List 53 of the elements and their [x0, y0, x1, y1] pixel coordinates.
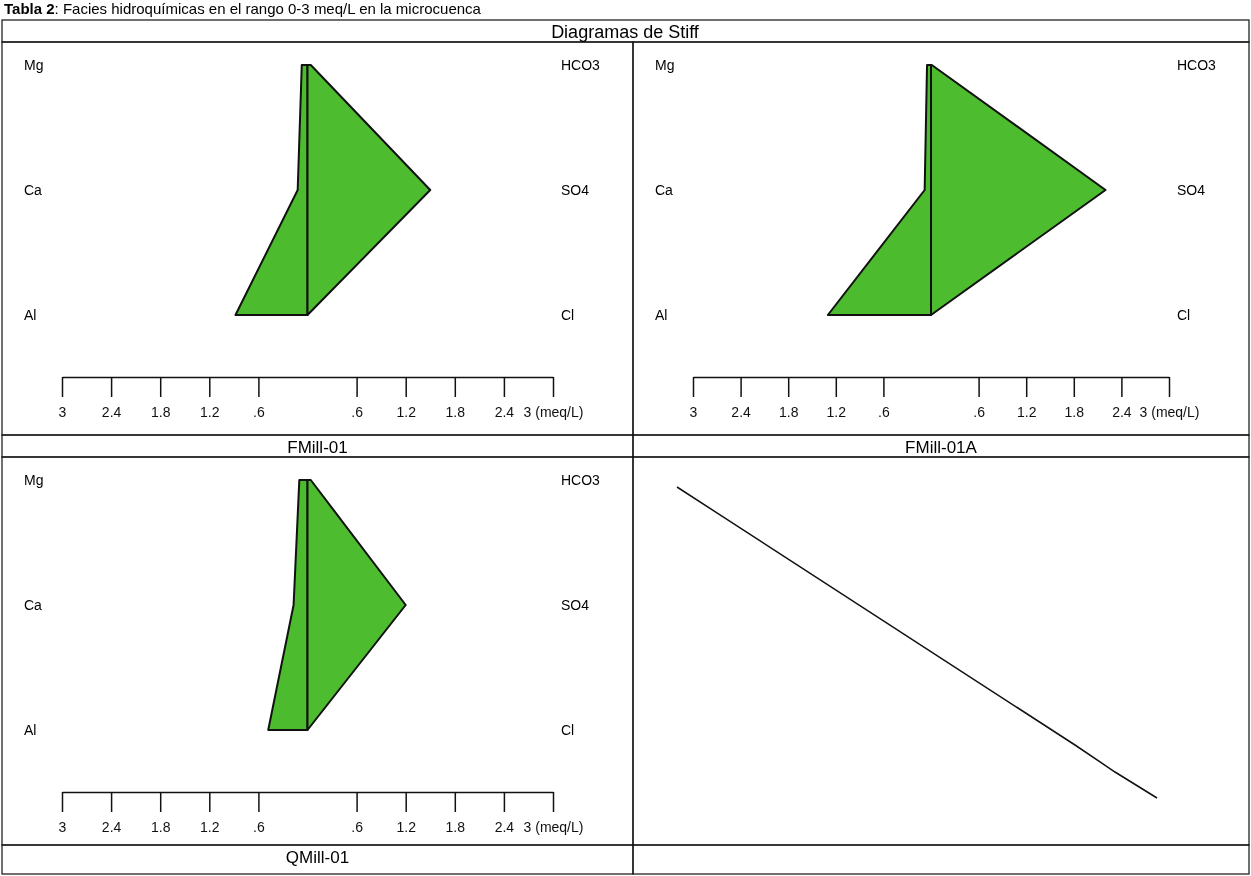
x-tick-label: 3 (meq/L) — [523, 403, 584, 420]
x-tick-label: .6 — [878, 403, 890, 420]
x-tick-label: 2.4 — [494, 403, 515, 420]
x-tick-label: 3 — [58, 818, 67, 835]
x-tick-label: 1.2 — [826, 403, 847, 420]
x-tick-label: 2.4 — [101, 818, 122, 835]
x-tick-label: 3 — [58, 403, 67, 420]
y2-tick-label: SO4 — [561, 597, 590, 613]
y-tick-label: Ca — [24, 597, 43, 613]
y-tick-label: Ca — [24, 182, 43, 198]
x-tick-label: 1.2 — [396, 403, 417, 420]
x-tick-label: 3 (meq/L) — [1139, 403, 1200, 420]
x-tick-label: 1.8 — [445, 403, 466, 420]
y-tick-label: Al — [24, 722, 37, 738]
y2-tick-label: SO4 — [1177, 182, 1206, 198]
x-tick-label: .6 — [351, 403, 364, 420]
x-tick-label: .6 — [253, 818, 265, 835]
x-tick-label: 1.2 — [396, 818, 417, 835]
x-tick-label: 2.4 — [1112, 403, 1132, 420]
x-tick-label: 1.2 — [1016, 403, 1037, 420]
y2-tick-label: SO4 — [561, 182, 590, 198]
x-axis-title: FMill-01 — [287, 438, 348, 457]
y-tick-label: Mg — [24, 57, 44, 73]
y2-tick-label: Cl — [561, 722, 575, 738]
y-tick-label: Mg — [655, 57, 675, 73]
chart-title: Tabla 2: Facies hidroquímicas en el rango 0-3 meq/L en la microcuenca — [4, 0, 482, 17]
y2-tick-label: HCO3 — [561, 472, 601, 488]
y-tick-label: Al — [655, 307, 668, 323]
y2-tick-label: Cl — [1177, 307, 1191, 323]
x-tick-label: 3 — [689, 403, 698, 420]
x-tick-label: 2.4 — [731, 403, 752, 420]
y-tick-label: Mg — [24, 472, 44, 488]
x-tick-label: 1.2 — [200, 403, 220, 420]
x-axis-title: FMill-01A — [905, 438, 978, 457]
y2-tick-label: Cl — [561, 307, 575, 323]
x-tick-label: .6 — [253, 403, 265, 420]
x-tick-label: 1.8 — [445, 818, 466, 835]
x-tick-label: 2.4 — [494, 818, 515, 835]
x-tick-label: 1.8 — [778, 403, 799, 420]
x-tick-label: .6 — [973, 403, 986, 420]
x-tick-label: 1.2 — [200, 818, 220, 835]
y-tick-label: Ca — [655, 182, 674, 198]
text: Diagramas de Stiff — [551, 22, 700, 42]
x-tick-label: 1.8 — [1064, 403, 1085, 420]
x-axis-title: QMill-01 — [285, 848, 350, 867]
x-tick-label: 2.4 — [101, 403, 122, 420]
y-tick-label: Al — [24, 307, 37, 323]
x-tick-label: 1.8 — [150, 403, 171, 420]
y2-tick-label: HCO3 — [561, 57, 601, 73]
x-tick-label: .6 — [351, 818, 364, 835]
x-tick-label: 3 (meq/L) — [523, 818, 584, 835]
y2-tick-label: HCO3 — [1177, 57, 1217, 73]
x-tick-label: 1.8 — [150, 818, 171, 835]
